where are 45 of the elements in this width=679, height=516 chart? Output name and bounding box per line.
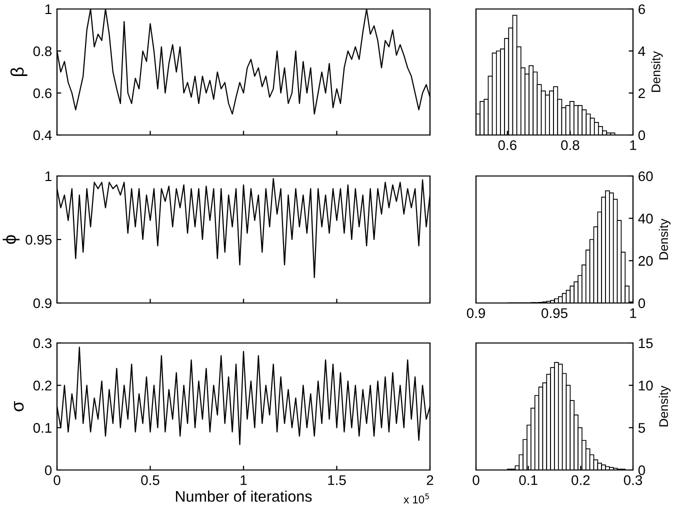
y-tick-label: 60 bbox=[638, 171, 653, 182]
y-axis-title: β bbox=[10, 68, 28, 76]
y-tick-label: 0.9 bbox=[33, 298, 52, 308]
x-tick-label: 1 bbox=[240, 475, 247, 485]
x-tick-label: 1 bbox=[630, 308, 636, 318]
text: x 10$^{5}$ bbox=[404, 493, 429, 504]
y-tick-label: 10 bbox=[638, 380, 653, 391]
x-tick-label: 1.5 bbox=[328, 475, 346, 486]
y-tick-label: 6 bbox=[638, 4, 645, 14]
y-axis-title: ϕ bbox=[2, 235, 20, 244]
y-axis-title: Density bbox=[658, 386, 671, 426]
y-tick-label: 4 bbox=[638, 46, 646, 56]
y-tick-label: 15 bbox=[638, 338, 653, 348]
y-tick-label: 0 bbox=[44, 465, 52, 476]
y-tick-label: 1 bbox=[45, 171, 52, 182]
y-tick-label: 0.8 bbox=[33, 46, 52, 56]
x-tick-label: 0.2 bbox=[572, 475, 590, 486]
x-tick-label: 0 bbox=[472, 475, 480, 486]
y-axis-title: σ bbox=[14, 401, 24, 412]
x-tick-label: 0.95 bbox=[542, 308, 568, 318]
y-tick-label: 0.95 bbox=[26, 234, 52, 245]
y-tick-label: 0 bbox=[638, 130, 646, 140]
x-tick-label: 2 bbox=[426, 475, 434, 485]
x-tick-label: 0.8 bbox=[561, 140, 580, 150]
y-axis-title: Density bbox=[658, 218, 671, 260]
y-tick-label: 40 bbox=[638, 214, 653, 224]
y-tick-label: 0.3 bbox=[33, 338, 52, 348]
x-tick-label: 0.6 bbox=[498, 140, 516, 150]
y-tick-label: 0.6 bbox=[33, 88, 52, 98]
y-tick-label: 0 bbox=[638, 465, 646, 476]
y-tick-label: 5 bbox=[638, 423, 646, 433]
y-tick-label: 0.4 bbox=[33, 130, 52, 140]
x-tick-label: 1 bbox=[630, 140, 636, 150]
y-tick-label: 0.2 bbox=[33, 380, 52, 391]
x-tick-label: 0.5 bbox=[141, 475, 160, 486]
y-tick-label: 20 bbox=[638, 256, 653, 266]
y-tick-label: 2 bbox=[638, 88, 645, 98]
y-tick-label: 0.1 bbox=[33, 423, 52, 433]
x-tick-label: 0.1 bbox=[519, 475, 538, 486]
y-tick-label: 1 bbox=[45, 4, 52, 14]
x-tick-label: 0.9 bbox=[466, 308, 485, 318]
y-tick-label: 0 bbox=[638, 298, 646, 308]
x-axis-title: Number of iterations bbox=[176, 490, 312, 502]
x-tick-label: 0 bbox=[54, 475, 60, 486]
y-axis-title: Density bbox=[651, 51, 663, 92]
